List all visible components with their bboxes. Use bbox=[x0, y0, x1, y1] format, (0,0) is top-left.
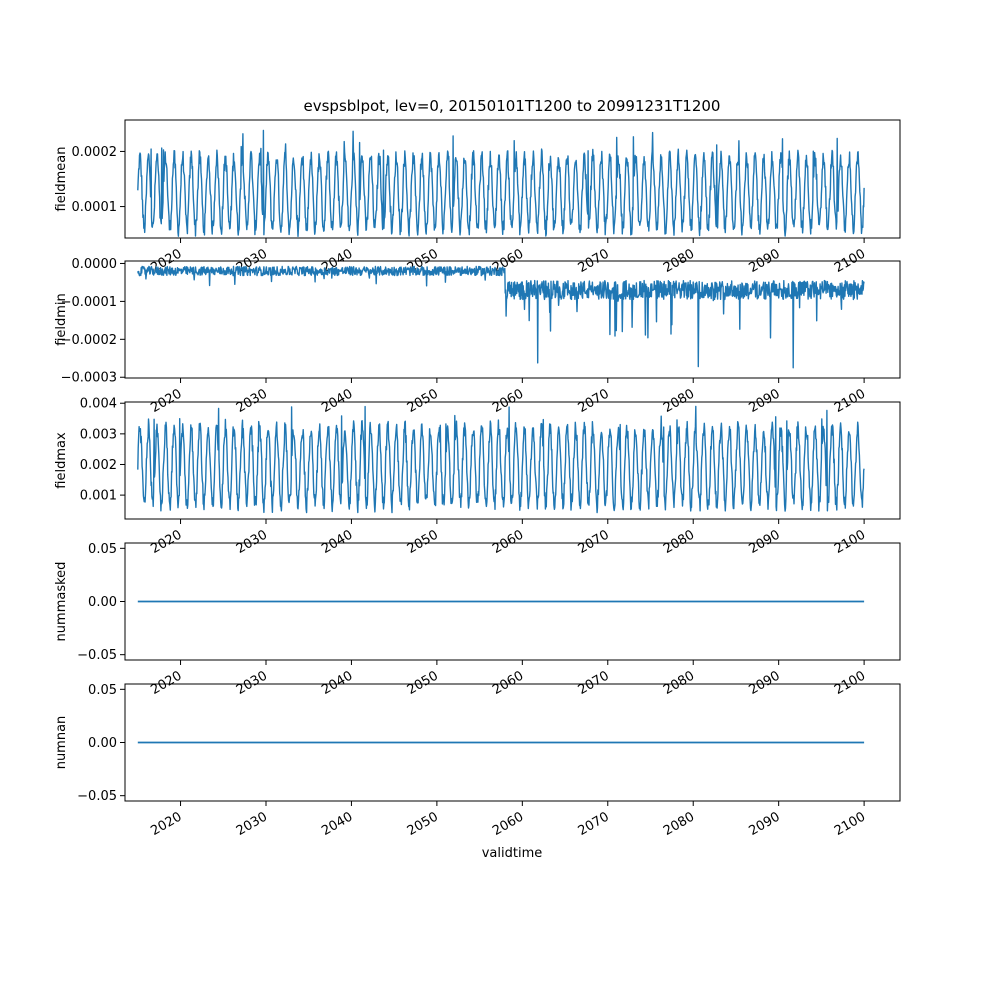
y-tick-label: 0.004 bbox=[80, 397, 117, 412]
y-axis-label: fieldmean bbox=[54, 147, 69, 212]
x-tick-label: 2050 bbox=[405, 386, 441, 416]
x-tick-label: 2040 bbox=[319, 809, 355, 839]
y-axis-label: fieldmax bbox=[54, 432, 69, 489]
x-tick-label: 2030 bbox=[234, 386, 270, 416]
y-tick-label: −0.0003 bbox=[61, 371, 117, 386]
x-tick-label: 2060 bbox=[490, 527, 526, 557]
x-tick-label: 2070 bbox=[576, 386, 612, 416]
x-tick-label: 2090 bbox=[747, 809, 783, 839]
panel-numnan: 0.05 0.00 −0.05 2020 2030 2040 2050 2060 2070 208… bbox=[54, 683, 901, 839]
panel-fieldmax: 0.001 0.002 0.003 0.004 2020 2030 2040 2050 2060… bbox=[54, 397, 901, 557]
x-tick-label: 2100 bbox=[832, 386, 868, 416]
axes-frame bbox=[124, 401, 901, 520]
y-axis-label: nummasked bbox=[54, 562, 69, 642]
x-tick-label: 2080 bbox=[661, 386, 697, 416]
y-axis-label: numnan bbox=[54, 716, 69, 770]
series-line-fieldmean bbox=[137, 129, 865, 238]
y-tick-label: 0.001 bbox=[80, 489, 117, 504]
x-tick-label: 2050 bbox=[405, 527, 441, 557]
x-tick-label: 2050 bbox=[405, 668, 441, 698]
axes-frame bbox=[124, 119, 901, 239]
series-line-fieldmin bbox=[137, 265, 865, 369]
x-tick-label: 2100 bbox=[832, 668, 868, 698]
x-tick-label: 2070 bbox=[576, 809, 612, 839]
x-tick-label: 2020 bbox=[148, 668, 184, 698]
x-tick-label: 2060 bbox=[490, 809, 526, 839]
x-tick-label: 2080 bbox=[661, 527, 697, 557]
x-tick-label: 2030 bbox=[234, 668, 270, 698]
panel-nummasked: 0.05 0.00 −0.05 2020 2030 2040 2050 2060 2070 208… bbox=[54, 542, 901, 698]
x-tick-label: 2080 bbox=[661, 668, 697, 698]
x-tick-label: 2100 bbox=[832, 527, 868, 557]
y-axis-label: fieldmin bbox=[54, 293, 69, 346]
x-tick-label: 2070 bbox=[576, 668, 612, 698]
x-tick-label: 2030 bbox=[234, 527, 270, 557]
x-tick-label: 2060 bbox=[490, 386, 526, 416]
y-tick-label: −0.05 bbox=[77, 789, 117, 804]
x-tick-label: 2080 bbox=[661, 809, 697, 839]
x-tick-label: 2060 bbox=[490, 668, 526, 698]
series-line-fieldmax bbox=[137, 405, 865, 514]
y-tick-label: 0.00 bbox=[88, 736, 117, 751]
x-tick-label: 2050 bbox=[405, 809, 441, 839]
x-tick-label: 2100 bbox=[832, 809, 868, 839]
y-tick-label: 0.00 bbox=[88, 595, 117, 610]
y-tick-label: −0.0002 bbox=[61, 333, 117, 348]
panels: 0.0001 0.0002 2020 2030 2040 2050 2060 2070 2080… bbox=[54, 119, 901, 839]
y-tick-label: −0.0001 bbox=[61, 295, 117, 310]
x-tick-label: 2090 bbox=[747, 527, 783, 557]
y-tick-label: 0.05 bbox=[88, 542, 117, 557]
panel-fieldmin: 0.0000 −0.0001 −0.0002 −0.0003 2020 2030 2040 2… bbox=[54, 257, 901, 416]
x-axis-label: validtime bbox=[482, 846, 543, 861]
x-tick-label: 2040 bbox=[319, 668, 355, 698]
x-tick-label: 2090 bbox=[747, 668, 783, 698]
x-tick-label: 2090 bbox=[747, 386, 783, 416]
y-tick-label: 0.05 bbox=[88, 683, 117, 698]
x-tick-label: 2070 bbox=[576, 527, 612, 557]
axes-frame bbox=[124, 260, 901, 379]
x-tick-label: 2020 bbox=[148, 386, 184, 416]
x-tick-label: 2030 bbox=[234, 809, 270, 839]
x-tick-label: 2020 bbox=[148, 809, 184, 839]
y-tick-label: 0.003 bbox=[80, 427, 117, 442]
y-tick-label: 0.0001 bbox=[72, 200, 118, 215]
y-tick-label: 0.0000 bbox=[72, 257, 118, 272]
chart-title: evspsblpot, lev=0, 20150101T1200 to 2099… bbox=[304, 97, 721, 115]
y-tick-label: 0.0002 bbox=[72, 145, 118, 160]
x-tick-label: 2040 bbox=[319, 386, 355, 416]
x-tick-label: 2020 bbox=[148, 527, 184, 557]
y-tick-label: 0.002 bbox=[80, 458, 117, 473]
y-tick-label: −0.05 bbox=[77, 648, 117, 663]
x-tick-label: 2040 bbox=[319, 527, 355, 557]
